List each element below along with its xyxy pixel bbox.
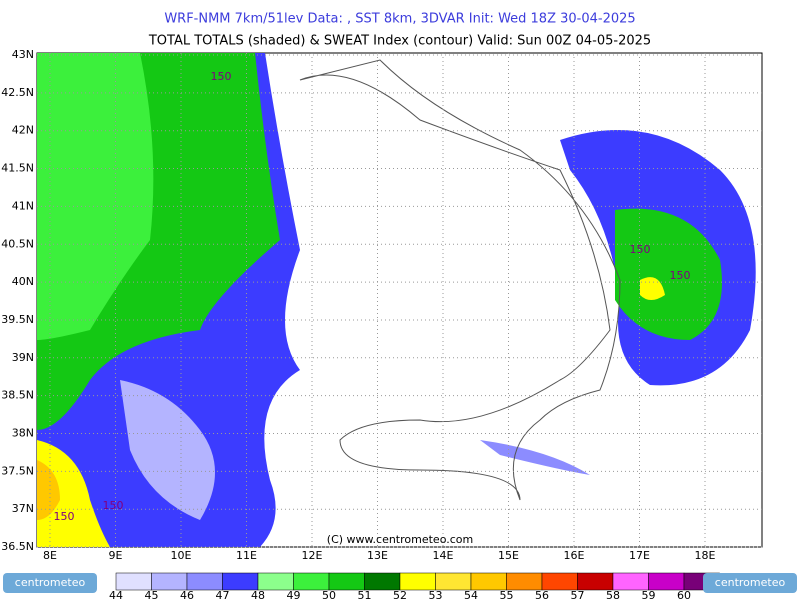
color-box bbox=[577, 572, 614, 591]
color-box bbox=[151, 572, 188, 591]
colorbar-label: 47 bbox=[216, 589, 230, 600]
copyright: (C) www.centrometeo.com bbox=[327, 533, 473, 546]
color-box bbox=[435, 572, 472, 591]
shade-50-east bbox=[615, 208, 722, 340]
colorbar-label: 56 bbox=[535, 589, 549, 600]
colorbar-label: 49 bbox=[287, 589, 301, 600]
color-box bbox=[470, 572, 507, 591]
contour-label: 150 bbox=[670, 269, 691, 282]
colorbar-label: 50 bbox=[322, 589, 336, 600]
colorbar-label: 58 bbox=[606, 589, 620, 600]
colorbar-label: 46 bbox=[180, 589, 194, 600]
logo-right bbox=[703, 573, 797, 593]
lat-label: 39.5N bbox=[1, 313, 34, 326]
lon-label: 17E bbox=[629, 549, 650, 562]
logo-text: centrometeo bbox=[15, 576, 86, 589]
colorbar-label: 54 bbox=[464, 589, 478, 600]
color-box bbox=[328, 572, 365, 591]
shade-49 bbox=[37, 53, 154, 340]
lat-label: 40.5N bbox=[1, 237, 34, 250]
lon-label: 18E bbox=[695, 549, 716, 562]
color-box bbox=[364, 572, 401, 591]
lat-label: 37.5N bbox=[1, 464, 34, 477]
logo-left bbox=[3, 573, 97, 593]
subtitle: TOTAL TOTALS (shaded) & SWEAT Index (con… bbox=[148, 34, 651, 49]
colorbar-label: 57 bbox=[571, 589, 585, 600]
color-box bbox=[257, 572, 294, 591]
graticule bbox=[37, 53, 762, 548]
colorbar-label: 55 bbox=[500, 589, 514, 600]
lon-label: 9E bbox=[109, 549, 123, 562]
lat-label: 38.5N bbox=[1, 389, 34, 402]
title: WRF-NMM 7km/51lev Data: , SST 8km, 3DVAR… bbox=[164, 12, 635, 27]
map-area: 150 150 150 150 150 (C) www.centrometeo.… bbox=[36, 52, 763, 548]
lon-label: 15E bbox=[498, 549, 519, 562]
lon-label: 8E bbox=[43, 549, 57, 562]
color-box bbox=[222, 572, 259, 591]
colorbar-label: 44 bbox=[109, 589, 123, 600]
color-box bbox=[541, 572, 578, 591]
color-box bbox=[648, 572, 685, 591]
colorbar: 44 45 46 47 48 49 50 51 52 53 54 55 56 57 58 59 60 bbox=[109, 572, 720, 602]
lon-label: 11E bbox=[236, 549, 257, 562]
lat-label: 41.5N bbox=[1, 162, 34, 175]
shade-46-south bbox=[480, 440, 590, 475]
shade-52-east bbox=[640, 277, 665, 300]
shade-45 bbox=[120, 380, 215, 520]
shade-52 bbox=[37, 440, 110, 547]
colorbar-label: 59 bbox=[642, 589, 656, 600]
color-box bbox=[115, 572, 152, 591]
contour-label: 150 bbox=[211, 70, 232, 83]
lon-label: 16E bbox=[564, 549, 585, 562]
colorbar-label: 52 bbox=[393, 589, 407, 600]
color-box bbox=[612, 572, 649, 591]
color-box bbox=[293, 572, 330, 591]
colorbar-label: 60 bbox=[677, 589, 691, 600]
contour-label: 150 bbox=[630, 243, 651, 256]
colorbar-label: 45 bbox=[145, 589, 159, 600]
lat-label: 42.5N bbox=[1, 86, 34, 99]
lat-label: 36.5N bbox=[1, 540, 34, 553]
lat-label: 37N bbox=[12, 502, 34, 515]
contour-label: 150 bbox=[103, 499, 124, 512]
lon-label: 14E bbox=[433, 549, 454, 562]
contour-label: 150 bbox=[54, 510, 75, 523]
coastline bbox=[299, 59, 621, 501]
lat-label: 40N bbox=[12, 275, 34, 288]
logo-text: centrometeo bbox=[715, 576, 786, 589]
color-box bbox=[399, 572, 436, 591]
lat-label: 38N bbox=[12, 427, 34, 440]
shade-54 bbox=[37, 460, 60, 520]
lon-label: 10E bbox=[171, 549, 192, 562]
color-box bbox=[186, 572, 223, 591]
lat-label: 43N bbox=[12, 48, 34, 61]
colorbar-label: 53 bbox=[429, 589, 443, 600]
colorbar-label: 48 bbox=[251, 589, 265, 600]
color-box bbox=[506, 572, 543, 591]
lon-label: 13E bbox=[367, 549, 388, 562]
lat-label: 39N bbox=[12, 351, 34, 364]
lat-label: 41N bbox=[12, 199, 34, 212]
colorbar-label: 51 bbox=[358, 589, 372, 600]
lat-label: 42N bbox=[12, 124, 34, 137]
lon-label: 12E bbox=[302, 549, 323, 562]
